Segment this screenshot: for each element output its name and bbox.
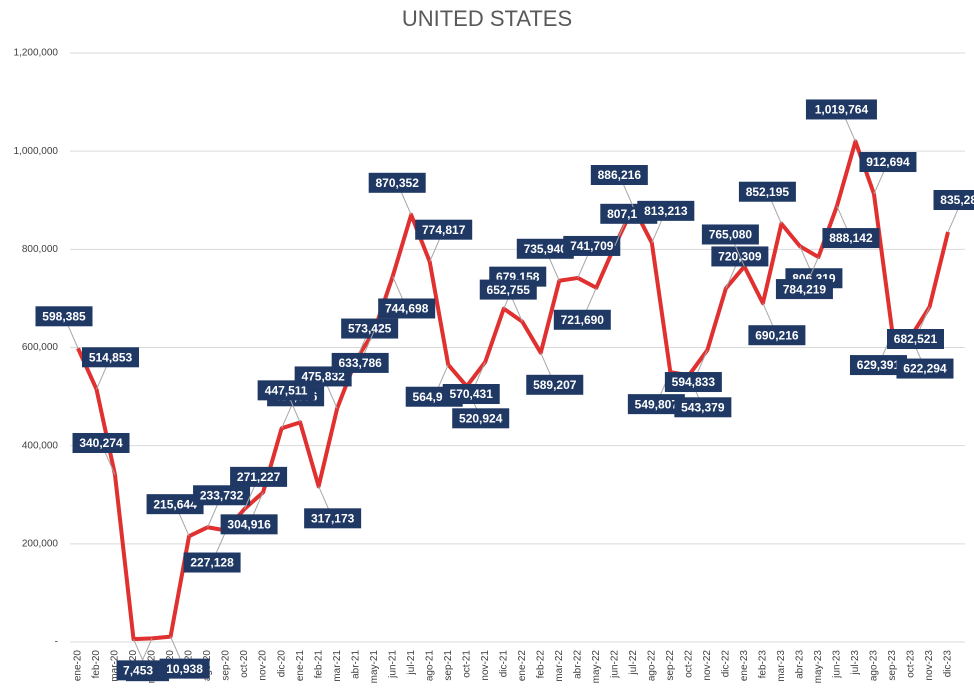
x-tick-label: jul-21 (406, 650, 417, 676)
x-tick-label: may-23 (813, 650, 824, 684)
y-tick-label: 1,200,000 (14, 48, 59, 59)
x-tick-label: ago-23 (869, 650, 880, 682)
data-label: 735,940 (524, 242, 568, 256)
x-tick-label: jun-22 (609, 650, 620, 679)
chart-title: UNITED STATES (402, 6, 572, 31)
y-tick-label: - (55, 637, 58, 648)
data-label: 1,019,764 (815, 103, 869, 117)
y-tick-label: 1,000,000 (14, 146, 59, 157)
x-tick-label: ene-22 (517, 650, 528, 682)
data-label: 233,732 (200, 488, 244, 502)
data-label: 549,807 (635, 397, 679, 411)
data-label: 520,924 (459, 411, 503, 425)
data-label: 594,833 (672, 375, 716, 389)
x-tick-label: abr-22 (572, 650, 583, 679)
data-label: 340,274 (79, 436, 123, 450)
data-label: 543,379 (681, 400, 725, 414)
x-tick-label: dic-21 (498, 650, 509, 678)
data-label: 570,431 (450, 387, 494, 401)
x-tick-label: feb-22 (535, 650, 546, 679)
x-tick-label: ago-22 (646, 650, 657, 682)
x-tick-label: dic-23 (943, 650, 954, 678)
data-label: 317,173 (311, 511, 355, 525)
x-tick-label: jun-21 (387, 650, 398, 679)
x-tick-label: nov-21 (480, 650, 491, 681)
data-label: 629,391 (857, 358, 901, 372)
y-tick-label: 400,000 (22, 440, 59, 451)
x-tick-label: feb-21 (313, 650, 324, 679)
x-tick-label: oct-23 (906, 650, 917, 678)
x-tick-label: ago-21 (424, 650, 435, 682)
x-tick-label: mar-21 (332, 650, 343, 682)
data-label: 690,216 (755, 328, 799, 342)
data-label: 721,690 (561, 313, 605, 327)
data-label: 7,453 (123, 664, 153, 678)
x-tick-label: sep-20 (221, 650, 232, 681)
x-tick-label: may-22 (591, 650, 602, 684)
data-label: 886,216 (598, 168, 642, 182)
data-label: 227,128 (190, 556, 234, 570)
x-tick-label: dic-20 (276, 650, 287, 678)
x-tick-label: dic-22 (721, 650, 732, 678)
data-label: 514,853 (89, 350, 133, 364)
data-label: 744,698 (385, 302, 429, 316)
data-label: 10,938 (166, 662, 203, 676)
x-tick-label: sep-23 (887, 650, 898, 681)
data-label: 912,694 (866, 155, 910, 169)
y-tick-label: 800,000 (22, 244, 59, 255)
data-label: 589,207 (533, 378, 577, 392)
data-label: 573,425 (348, 322, 392, 336)
x-tick-label: abr-23 (795, 650, 806, 679)
data-label: 774,817 (422, 223, 466, 237)
x-tick-label: nov-20 (258, 650, 269, 681)
data-label: 852,195 (746, 185, 790, 199)
x-tick-label: may-21 (369, 650, 380, 684)
data-label: 888,142 (829, 231, 873, 245)
data-label: 622,294 (903, 362, 947, 376)
data-label: 598,385 (42, 309, 86, 323)
x-tick-label: ene-21 (295, 650, 306, 682)
data-label: 304,916 (227, 518, 271, 532)
x-tick-label: oct-20 (239, 650, 250, 678)
x-tick-label: jul-22 (628, 650, 639, 676)
x-tick-label: feb-20 (91, 650, 102, 679)
data-label: 271,227 (237, 470, 281, 484)
x-tick-label: sep-22 (665, 650, 676, 681)
x-tick-label: jun-23 (832, 650, 843, 679)
x-tick-label: feb-23 (758, 650, 769, 679)
x-tick-label: sep-21 (443, 650, 454, 681)
x-tick-label: jul-23 (850, 650, 861, 676)
x-tick-label: mar-23 (776, 650, 787, 682)
data-label: 870,352 (375, 176, 419, 190)
data-label: 215,644 (153, 497, 197, 511)
data-label: 784,219 (783, 282, 827, 296)
x-tick-label: ene-20 (73, 650, 84, 682)
x-tick-label: ene-23 (739, 650, 750, 682)
x-tick-label: mar-22 (554, 650, 565, 682)
x-tick-label: nov-22 (702, 650, 713, 681)
y-tick-label: 200,000 (22, 538, 59, 549)
data-label: 741,709 (570, 239, 614, 253)
data-label: 682,521 (894, 332, 938, 346)
x-tick-label: abr-21 (350, 650, 361, 679)
data-label: 765,080 (709, 228, 753, 242)
data-label: 633,786 (338, 356, 382, 370)
x-tick-label: oct-21 (461, 650, 472, 678)
x-tick-label: nov-23 (924, 650, 935, 681)
data-label: 813,213 (644, 204, 688, 218)
x-tick-label: oct-22 (683, 650, 694, 678)
data-label: 652,755 (487, 283, 531, 297)
data-label: 835,280 (940, 193, 974, 207)
y-tick-label: 600,000 (22, 342, 59, 353)
